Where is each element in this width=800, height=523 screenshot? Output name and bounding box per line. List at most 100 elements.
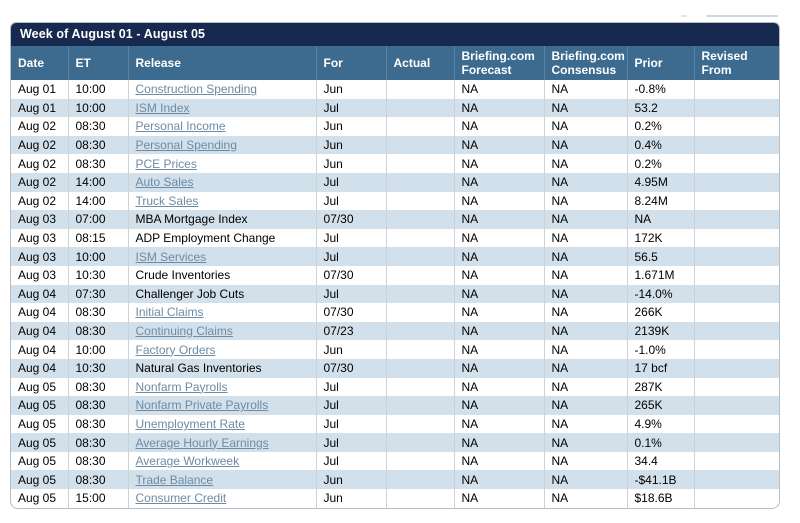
release-link[interactable]: Initial Claims <box>135 305 204 320</box>
for-cell: Jun <box>315 135 386 155</box>
column-header-release: Release <box>127 46 316 80</box>
consensus-cell: NA <box>543 154 627 173</box>
prior-cell: 172K <box>626 228 694 248</box>
revised-from-cell <box>693 358 779 378</box>
release-link[interactable]: Personal Income <box>135 119 226 134</box>
release-link[interactable]: Auto Sales <box>135 175 194 190</box>
forecast-cell: NA <box>453 303 544 322</box>
actual-cell <box>385 172 454 192</box>
date-cell: Aug 03 <box>18 249 57 264</box>
release-link[interactable]: Average Hourly Earnings <box>135 435 269 450</box>
forecast-cell: NA <box>453 321 544 341</box>
actual-cell <box>385 191 454 211</box>
for-cell: 07/30 <box>315 265 386 285</box>
table-row: Aug 05 08:30 Unemployment Rate Jul NA NA 4.9% <box>11 414 779 434</box>
table-row: Aug 01 10:00 Construction Spending Jun NA NA -… <box>11 80 779 99</box>
column-header-for: For <box>315 46 386 80</box>
column-header-et: ET <box>67 46 128 80</box>
forecast-cell: NA <box>453 154 544 173</box>
release-link[interactable]: Average Workweek <box>135 454 240 469</box>
economic-calendar-table: Date ET Release For Actual Briefing.com … <box>11 46 779 508</box>
release-cell: Trade Balance <box>127 470 316 490</box>
release-link[interactable]: ISM Services <box>135 249 207 264</box>
table-row: Aug 03 10:30 Crude Inventories 07/30 NA NA 1.6… <box>11 265 779 285</box>
actual-cell <box>385 489 454 508</box>
release-link[interactable]: Continuing Claims <box>135 324 233 339</box>
et-cell: 10:30 <box>67 358 128 378</box>
prior-cell: $18.6B <box>626 489 694 508</box>
forecast-cell: NA <box>453 396 544 415</box>
date-cell: Aug 02 <box>18 138 57 153</box>
et-cell: 10:00 <box>67 247 128 266</box>
release-link[interactable]: ISM Index <box>135 100 190 115</box>
et-cell: 08:30 <box>67 303 128 322</box>
revised-from-cell <box>693 98 779 118</box>
release-cell: Natural Gas Inventories <box>127 358 316 378</box>
release-cell: Average Hourly Earnings <box>127 433 316 452</box>
for-cell: Jul <box>315 396 386 415</box>
column-header-briefing-forecast: Briefing.com Forecast <box>453 46 544 80</box>
release-cell: Nonfarm Private Payrolls <box>127 396 316 415</box>
release-link[interactable]: PCE Prices <box>135 156 197 171</box>
actual-cell <box>385 358 454 378</box>
forecast-cell: NA <box>453 284 544 304</box>
table-row: Aug 05 08:30 Average Hourly Earnings Jul NA N… <box>11 433 779 452</box>
date-cell: Aug 05 <box>18 379 57 394</box>
for-cell: Jun <box>315 80 386 99</box>
et-cell: 14:00 <box>67 172 128 192</box>
consensus-cell: NA <box>543 265 627 285</box>
for-cell: Jun <box>315 154 386 173</box>
date-cell: Aug 02 <box>18 193 57 208</box>
date-cell: Aug 03 <box>18 231 57 246</box>
column-header-briefing-consensus: Briefing.com Consensus <box>543 46 627 80</box>
release-cell: Auto Sales <box>127 172 316 192</box>
release-link[interactable]: Nonfarm Payrolls <box>135 379 228 394</box>
for-cell: 07/30 <box>315 358 386 378</box>
release-link[interactable]: Truck Sales <box>135 193 199 208</box>
revised-from-cell <box>693 172 779 192</box>
actual-cell <box>385 210 454 229</box>
table-row: Aug 05 08:30 Trade Balance Jun NA NA -$41.1B <box>11 470 779 490</box>
et-cell: 10:00 <box>67 80 128 99</box>
release-link[interactable]: Unemployment Rate <box>135 416 245 431</box>
et-cell: 10:00 <box>67 340 128 359</box>
revised-from-cell <box>693 284 779 304</box>
consensus-cell: NA <box>543 377 627 397</box>
release-link[interactable]: Consumer Credit <box>135 491 227 506</box>
et-cell: 07:30 <box>67 284 128 304</box>
for-cell: Jul <box>315 414 386 434</box>
cutoff-element-edge <box>706 15 778 17</box>
forecast-cell: NA <box>453 228 544 248</box>
release-link[interactable]: Trade Balance <box>135 472 214 487</box>
revised-from-cell <box>693 247 779 266</box>
release-link[interactable]: Factory Orders <box>135 342 216 357</box>
release-link[interactable]: Personal Spending <box>135 138 237 153</box>
actual-cell <box>385 303 454 322</box>
et-cell: 14:00 <box>67 191 128 211</box>
table-row: Aug 05 08:30 Average Workweek Jul NA NA 34.4 <box>11 451 779 471</box>
economic-calendar: Week of August 01 - August 05 Date ET Re… <box>10 22 780 509</box>
revised-from-cell <box>693 414 779 434</box>
date-cell: Aug 05 <box>18 416 57 431</box>
for-cell: Jul <box>315 228 386 248</box>
et-cell: 08:30 <box>67 117 128 136</box>
revised-from-cell <box>693 377 779 397</box>
release-cell: Consumer Credit <box>127 489 316 508</box>
release-link[interactable]: Nonfarm Private Payrolls <box>135 398 269 413</box>
date-cell: Aug 04 <box>18 286 57 301</box>
forecast-cell: NA <box>453 489 544 508</box>
table-row: Aug 02 08:30 Personal Income Jun NA NA 0.2% <box>11 117 779 136</box>
release-cell: Continuing Claims <box>127 321 316 341</box>
release-link[interactable]: Construction Spending <box>135 82 257 97</box>
consensus-cell: NA <box>543 117 627 136</box>
prior-cell: 53.2 <box>626 98 694 118</box>
column-header-date: Date <box>11 46 68 80</box>
revised-from-cell <box>693 489 779 508</box>
et-cell: 08:30 <box>67 470 128 490</box>
consensus-cell: NA <box>543 414 627 434</box>
revised-from-cell <box>693 321 779 341</box>
release-cell: Unemployment Rate <box>127 414 316 434</box>
actual-cell <box>385 396 454 415</box>
et-cell: 08:30 <box>67 154 128 173</box>
consensus-cell: NA <box>543 340 627 359</box>
